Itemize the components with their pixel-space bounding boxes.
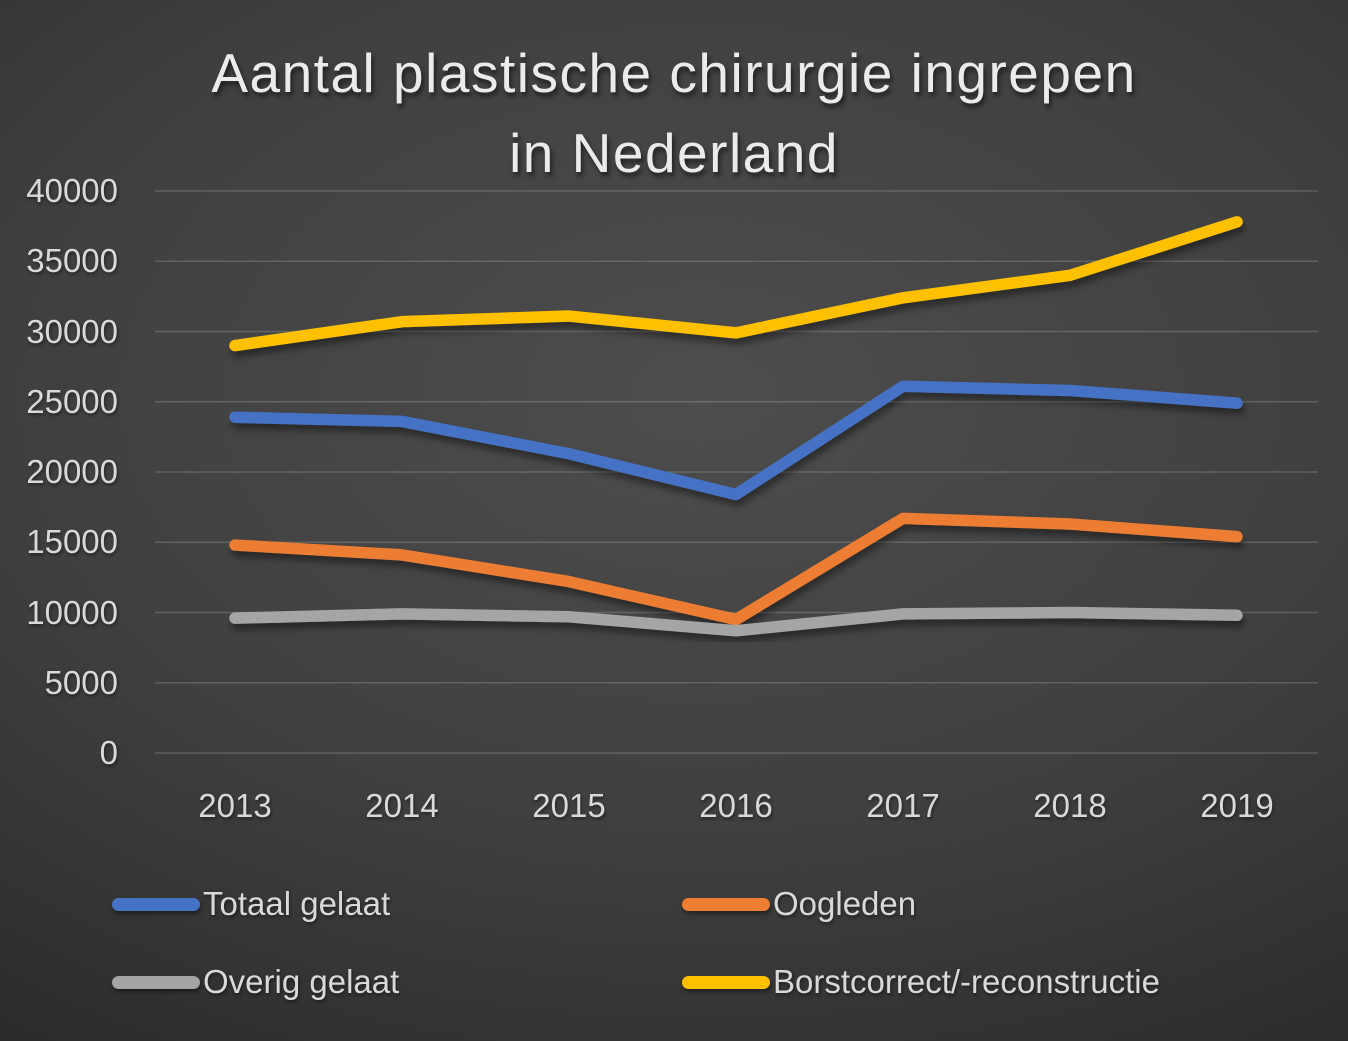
legend-swatch-borstcorrect-reconstructie xyxy=(682,975,770,989)
y-axis-tick-label: 35000 xyxy=(26,242,118,280)
y-axis-tick-label: 15000 xyxy=(26,523,118,561)
y-axis-tick-label: 25000 xyxy=(26,382,118,420)
x-axis-tick-label: 2019 xyxy=(1200,787,1274,824)
legend-item-borstcorrect-reconstructie: Borstcorrect/-reconstructie xyxy=(682,956,1292,1008)
legend-item-oogleden: Oogleden xyxy=(682,878,1292,930)
legend-swatch-totaal-gelaat xyxy=(112,897,200,911)
legend-item-overig-gelaat: Overig gelaat xyxy=(112,956,682,1008)
gridlines xyxy=(155,190,1318,754)
x-axis-tick-label: 2017 xyxy=(866,787,940,824)
x-axis-tick-label: 2016 xyxy=(699,787,773,824)
chart-legend: Totaal gelaat Oogleden Overig gelaat Borstc… xyxy=(112,878,1292,1008)
x-axis-tick-label: 2015 xyxy=(532,787,606,824)
legend-label: Overig gelaat xyxy=(203,963,400,1000)
series-line-overig-gelaat xyxy=(229,606,1243,637)
y-axis-tick-label: 20000 xyxy=(26,453,118,490)
x-axis-tick-label: 2014 xyxy=(365,787,439,824)
legend-label: Oogleden xyxy=(773,885,917,922)
chart-title: Aantal plastische chirurgie ingrepen in … xyxy=(211,42,1137,184)
series-lines xyxy=(229,216,1243,637)
legend-swatch-overig-gelaat xyxy=(112,975,200,989)
x-axis-tick-label: 2018 xyxy=(1033,787,1107,824)
legend-swatch-oogleden xyxy=(682,897,770,911)
x-axis-tick-label: 2013 xyxy=(198,787,272,824)
y-axis-tick-label: 0 xyxy=(99,734,118,771)
y-axis-tick-label: 40000 xyxy=(26,172,118,209)
legend-item-totaal-gelaat: Totaal gelaat xyxy=(112,878,682,930)
series-line-oogleden xyxy=(229,512,1243,626)
y-axis-tick-label: 30000 xyxy=(26,312,118,350)
y-axis-tick-label: 5000 xyxy=(44,663,118,701)
y-axis-tick-label: 10000 xyxy=(26,593,118,631)
legend-label: Totaal gelaat xyxy=(203,885,391,922)
series-line-totaal-gelaat xyxy=(229,380,1243,501)
legend-label: Borstcorrect/-reconstructie xyxy=(773,963,1160,1000)
series-line-borstcorrect-reconstructie xyxy=(229,216,1243,352)
